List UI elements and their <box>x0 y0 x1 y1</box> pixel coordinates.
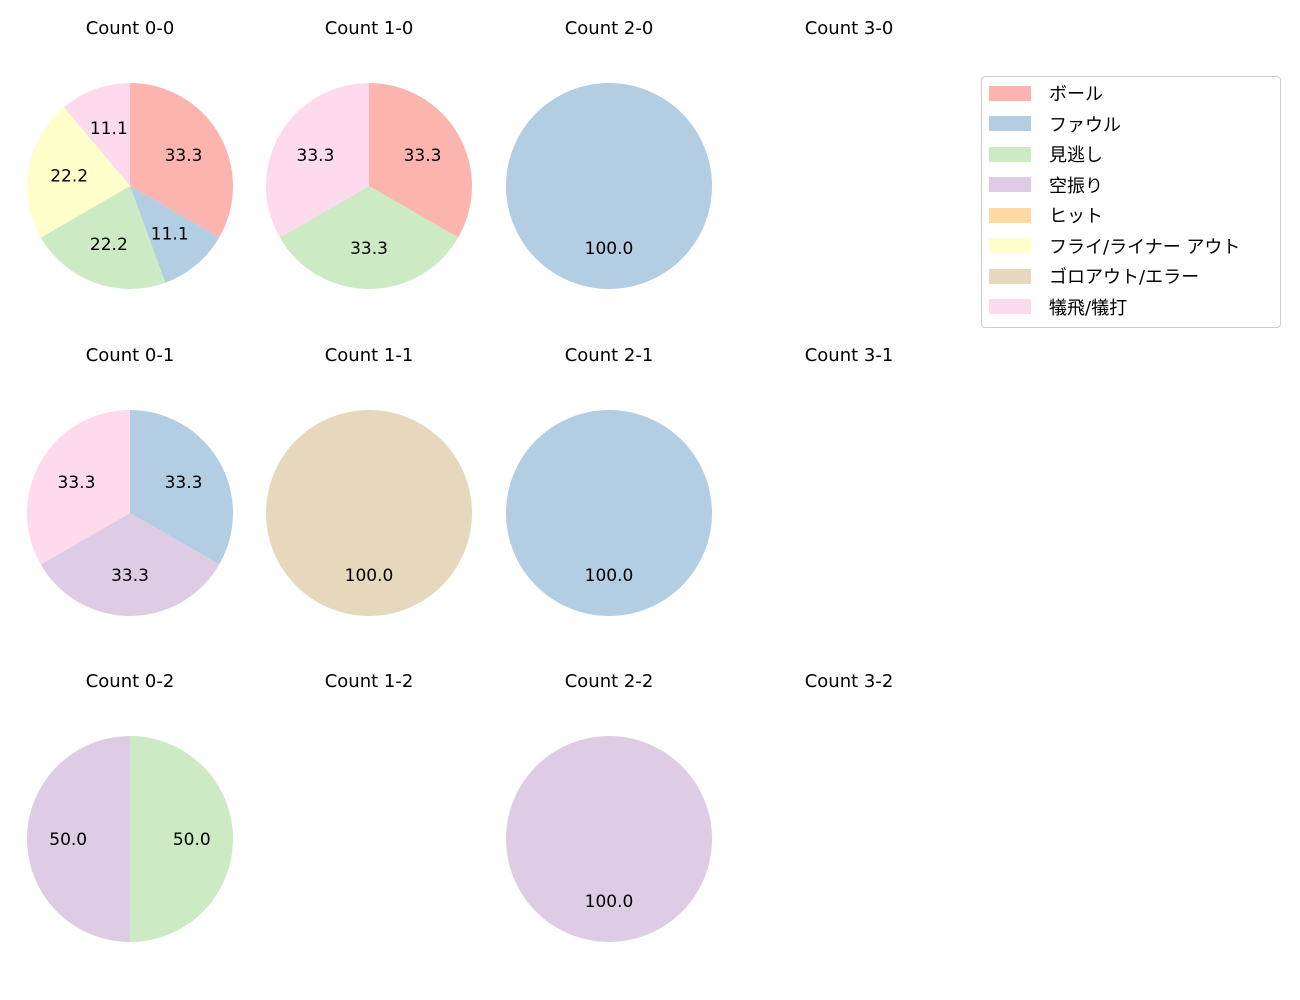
slice-percent-label: 100.0 <box>585 239 634 259</box>
pie-chart: 33.3 33.3 33.3 <box>27 410 233 616</box>
chart-title: Count 0-2 <box>85 671 175 692</box>
pie-chart: 100.0 <box>266 410 472 616</box>
slice-percent-label: 33.3 <box>404 146 442 166</box>
slice-percent-label: 50.0 <box>49 830 87 850</box>
slice-percent-label: 50.0 <box>173 830 211 850</box>
legend-label: 見逃し <box>1049 145 1103 166</box>
legend: ボールファウル見逃し空振りヒットフライ/ライナー アウト ゴロアウト/エラー 犠飛/… <box>981 76 1281 328</box>
pie-chart: 33.3 11.1 22.2 22.2 11.1 <box>26 83 233 289</box>
pie-chart: 100.0 <box>506 736 712 942</box>
legend-item: フライ/ライナー アウト <box>989 236 1241 258</box>
legend-item: ボール <box>989 83 1103 105</box>
chart-title: Count 1-2 <box>324 671 414 692</box>
pie-slice <box>266 83 369 238</box>
legend-item: 空振り <box>989 175 1103 197</box>
slice-percent-label: 100.0 <box>585 566 634 586</box>
pie-slice <box>130 736 233 942</box>
legend-swatch <box>989 85 1031 101</box>
pie-slice <box>130 186 220 283</box>
slice-percent-label: 11.1 <box>151 224 189 244</box>
legend-swatch <box>989 146 1031 162</box>
pie-slice <box>40 513 220 616</box>
pie-slice <box>279 186 459 289</box>
pie-chart: 50.0 50.0 <box>27 736 233 942</box>
legend-swatch <box>989 299 1031 314</box>
pie-slice <box>506 410 712 616</box>
pie-slice <box>26 107 130 238</box>
legend-label: ヒット <box>1049 206 1103 227</box>
legend-label: ファウル <box>1049 114 1121 136</box>
pie-chart: 100.0 <box>506 83 712 289</box>
pie-slice <box>27 736 130 942</box>
legend-label: ボール <box>1049 84 1103 105</box>
slice-percent-label: 22.2 <box>50 166 88 186</box>
legend-item: 犠飛/犠打 <box>989 297 1128 319</box>
legend-item: ゴロアウト/エラー <box>989 266 1200 288</box>
legend-swatch <box>989 207 1031 223</box>
chart-title: Count 0-0 <box>85 18 175 39</box>
slice-percent-label: 33.3 <box>350 239 388 259</box>
slice-percent-label: 33.3 <box>111 566 149 586</box>
chart-title: Count 2-0 <box>564 18 654 39</box>
chart-title: Count 3-1 <box>804 345 894 366</box>
pie-chart: 100.0 <box>506 410 712 616</box>
pie-slice <box>63 83 130 186</box>
legend-label: フライ/ライナー アウト <box>1049 236 1241 258</box>
legend-label: 空振り <box>1049 175 1103 197</box>
chart-title: Count 2-1 <box>564 345 654 366</box>
slice-percent-label: 33.3 <box>165 146 203 166</box>
legend-item: ヒット <box>989 205 1103 227</box>
chart-title: Count 2-2 <box>564 671 654 692</box>
slice-percent-label: 33.3 <box>297 146 335 166</box>
chart-title: Count 3-0 <box>804 18 894 39</box>
pie-slice <box>266 410 472 616</box>
legend-swatch <box>989 268 1031 284</box>
legend-swatch <box>989 116 1031 131</box>
pie-slice <box>369 83 472 238</box>
slice-percent-label: 33.3 <box>58 473 96 493</box>
pie-slice <box>506 83 712 289</box>
pie-slice <box>27 410 130 565</box>
legend-label: ゴロアウト/エラー <box>1049 267 1200 288</box>
slice-percent-label: 33.3 <box>165 473 203 493</box>
legend-item: ファウル <box>989 114 1121 136</box>
slice-percent-label: 100.0 <box>585 892 634 912</box>
pie-slice <box>130 410 233 565</box>
chart-title: Count 3-2 <box>804 671 894 692</box>
chart-title: Count 1-1 <box>324 345 414 366</box>
legend-item: 見逃し <box>989 144 1103 166</box>
slice-percent-label: 100.0 <box>345 566 394 586</box>
pie-chart: 33.3 33.3 33.3 <box>266 83 472 289</box>
slice-percent-label: 22.2 <box>90 235 128 255</box>
legend-swatch <box>989 177 1031 192</box>
pie-slice <box>506 736 712 942</box>
pie-slice <box>130 83 233 238</box>
chart-title: Count 1-0 <box>324 18 414 39</box>
legend-label: 犠飛/犠打 <box>1049 297 1128 319</box>
slice-percent-label: 11.1 <box>90 119 128 139</box>
legend-swatch <box>989 238 1031 253</box>
chart-title: Count 0-1 <box>85 345 175 366</box>
pie-slice <box>40 186 166 289</box>
